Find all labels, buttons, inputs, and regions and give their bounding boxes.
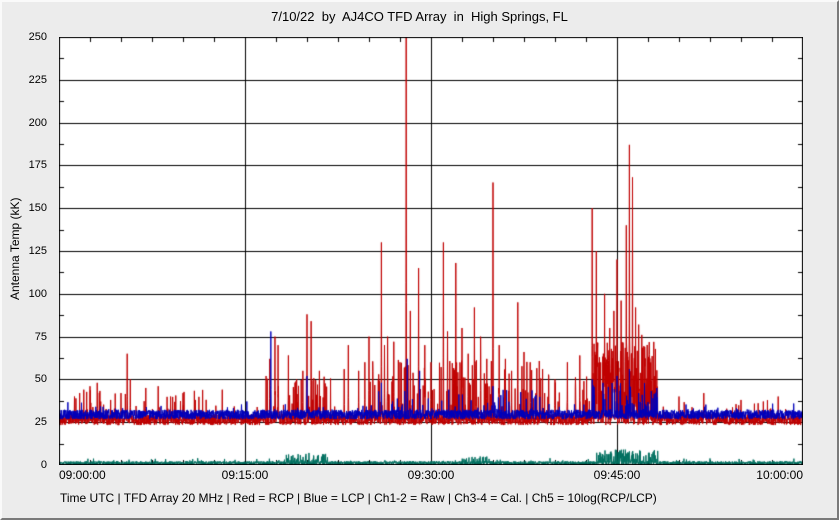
y-tick-label: 0: [40, 459, 47, 471]
y-axis-ticks: 0 25 50 75 100 125 150 175 200 225 250: [2, 2, 53, 518]
x-tick-label: 10:00:00: [756, 468, 803, 482]
x-tick-label: 09:45:00: [593, 468, 641, 482]
y-tick-label: 150: [28, 202, 47, 215]
y-tick-label: 125: [28, 245, 47, 257]
plot-canvas: [59, 37, 803, 465]
x-axis-ticks: 09:00:00 09:15:00 09:30:00 09:45:00 10:00:00: [2, 468, 837, 484]
y-tick-label: 250: [28, 31, 47, 43]
x-tick-label: 09:00:00: [59, 468, 106, 482]
y-tick-label: 200: [28, 116, 47, 129]
chart-title: 7/10/22 by AJ4CO TFD Array in High Sprin…: [271, 9, 568, 24]
x-tick-label: 09:15:00: [221, 468, 269, 482]
y-tick-label: 225: [28, 73, 47, 86]
y-tick-label: 25: [34, 416, 47, 429]
y-tick-label: 50: [34, 373, 47, 386]
x-tick-label: 09:30:00: [407, 468, 455, 482]
y-tick-label: 100: [28, 287, 47, 300]
y-tick-label: 75: [34, 330, 47, 343]
y-tick-label: 175: [28, 159, 47, 172]
footer-caption: Time UTC | TFD Array 20 MHz | Red = RCP …: [60, 491, 657, 505]
